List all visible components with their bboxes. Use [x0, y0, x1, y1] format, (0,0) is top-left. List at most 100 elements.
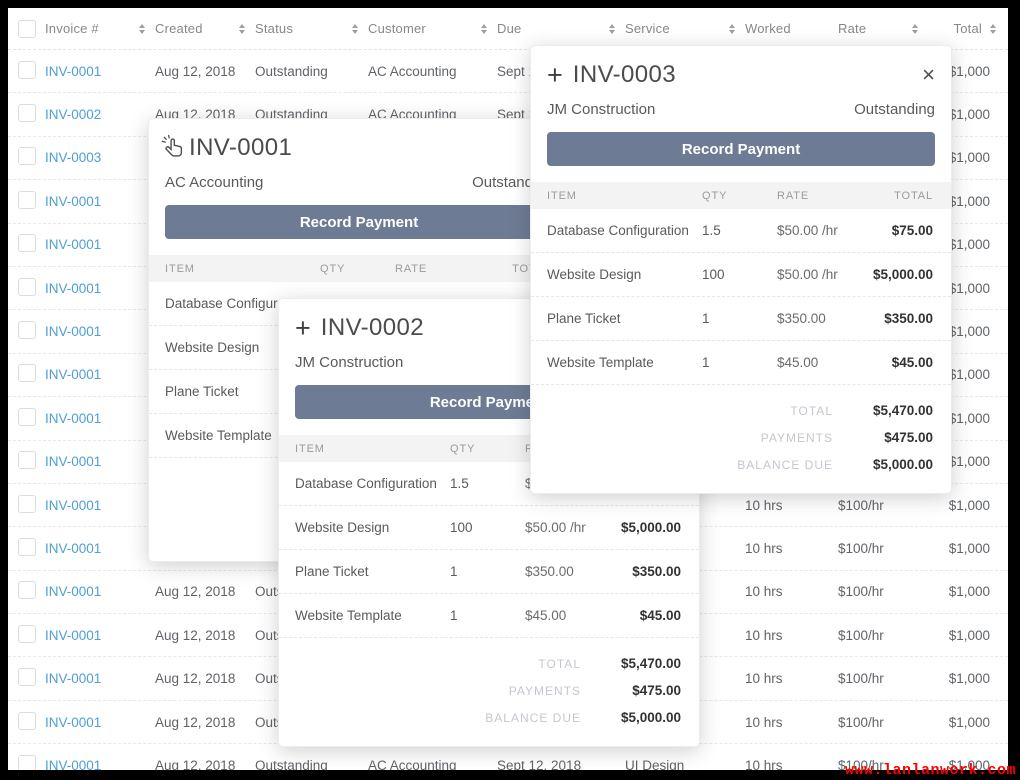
items-header-item: ITEM: [295, 442, 325, 455]
row-checkbox[interactable]: [18, 60, 36, 79]
row-checkbox[interactable]: [18, 668, 36, 687]
worked-cell: 10 hrs: [745, 671, 783, 687]
invoice-number-link[interactable]: INV-0001: [45, 540, 102, 556]
total-cell: $1,000: [948, 497, 990, 513]
item-total: $350.00: [884, 311, 933, 326]
invoice-number-link[interactable]: INV-0001: [45, 63, 102, 79]
modal-customer: AC Accounting: [165, 174, 264, 191]
item-rate: $50.00 /hr: [525, 520, 586, 535]
invoice-number-link[interactable]: INV-0002: [45, 107, 102, 123]
sort-icon[interactable]: [352, 23, 358, 34]
total-cell: $1,000: [948, 280, 990, 296]
summary-value: $5,470.00: [620, 656, 681, 671]
summary-row: PAYMENTS $475.00: [295, 677, 681, 704]
row-checkbox[interactable]: [18, 754, 36, 770]
modal-customer: JM Construction: [295, 354, 404, 371]
invoice-number-link[interactable]: INV-0001: [45, 237, 102, 253]
invoice-number-link[interactable]: INV-0001: [45, 193, 102, 209]
col-created-label: Created: [155, 21, 203, 36]
row-checkbox[interactable]: [18, 364, 36, 383]
item-total: $350.00: [632, 564, 681, 579]
item-qty: 100: [702, 267, 725, 282]
invoice-item-row: Website Template 1 $45.00 $45.00: [279, 594, 699, 638]
row-checkbox[interactable]: [18, 624, 36, 643]
row-checkbox[interactable]: [18, 407, 36, 426]
row-checkbox[interactable]: [18, 321, 36, 340]
total-cell: $1,000: [948, 454, 990, 470]
item-rate: $45.00: [525, 608, 567, 623]
row-checkbox[interactable]: [18, 190, 36, 209]
worked-cell: 10 hrs: [745, 714, 783, 730]
invoice-number-link[interactable]: INV-0001: [45, 367, 102, 383]
invoice-items-list: Database Configuration 1.5 $50.00 /hr $7…: [531, 209, 951, 385]
invoice-number-link[interactable]: INV-0001: [45, 497, 102, 513]
rate-cell: $100/hr: [838, 671, 884, 687]
row-checkbox[interactable]: [18, 147, 36, 166]
item-name: Website Design: [165, 340, 260, 355]
invoice-summary: TOTAL $5,470.00 PAYMENTS $475.00 BALANCE…: [531, 385, 951, 478]
close-icon[interactable]: ×: [922, 62, 935, 87]
invoice-number-link[interactable]: INV-0001: [45, 324, 102, 340]
sort-icon[interactable]: [729, 23, 735, 34]
sort-icon[interactable]: [239, 23, 245, 34]
item-name: Website Template: [295, 608, 402, 623]
total-cell: $1,000: [948, 107, 990, 123]
row-checkbox[interactable]: [18, 451, 36, 470]
items-header-total: TOTAL: [894, 189, 933, 202]
summary-value: $475.00: [884, 430, 933, 445]
row-checkbox[interactable]: [18, 104, 36, 123]
worked-cell: 10 hrs: [745, 540, 783, 556]
row-checkbox[interactable]: [18, 581, 36, 600]
modal-title: INV-0001: [189, 134, 293, 161]
total-cell: $1,000: [948, 324, 990, 340]
modal-customer: JM Construction: [547, 101, 656, 118]
invoice-number-link[interactable]: INV-0001: [45, 280, 102, 296]
item-qty: 100: [450, 520, 473, 535]
total-cell: $1,000: [948, 150, 990, 166]
invoice-number-link[interactable]: INV-0001: [45, 757, 102, 770]
total-cell: $1,000: [948, 714, 990, 730]
rate-cell: $100/hr: [838, 540, 884, 556]
invoice-number-link[interactable]: INV-0001: [45, 454, 102, 470]
col-status-label: Status: [255, 21, 294, 36]
items-header-item: ITEM: [165, 262, 195, 275]
select-all-checkbox[interactable]: [18, 19, 36, 38]
created-cell: Aug 12, 2018: [155, 63, 236, 79]
invoice-number-link[interactable]: INV-0001: [45, 410, 102, 426]
summary-label: BALANCE DUE: [485, 710, 581, 725]
col-customer-label: Customer: [368, 21, 426, 36]
row-checkbox[interactable]: [18, 234, 36, 253]
sort-icon[interactable]: [139, 23, 145, 34]
record-payment-button[interactable]: Record Payment: [165, 205, 553, 239]
items-header-rate: RATE: [395, 262, 428, 275]
sort-icon[interactable]: [481, 23, 487, 34]
invoice-number-link[interactable]: INV-0001: [45, 584, 102, 600]
invoice-number-link[interactable]: INV-0001: [45, 671, 102, 687]
sort-icon[interactable]: [609, 23, 615, 34]
invoice-number-link[interactable]: INV-0003: [45, 150, 102, 166]
items-header-rate: RATE: [777, 189, 810, 202]
item-total: $5,000.00: [620, 520, 681, 535]
worked-cell: 10 hrs: [745, 584, 783, 600]
record-payment-button[interactable]: Record Payment: [547, 132, 935, 166]
sort-icon[interactable]: [990, 23, 996, 34]
invoice-number-link[interactable]: INV-0001: [45, 714, 102, 730]
sort-icon[interactable]: [912, 23, 918, 34]
row-checkbox[interactable]: [18, 711, 36, 730]
created-cell: Aug 12, 2018: [155, 757, 236, 770]
summary-row: TOTAL $5,470.00: [547, 397, 933, 424]
item-name: Database Configuration: [547, 223, 689, 238]
invoice-number-link[interactable]: INV-0001: [45, 627, 102, 643]
item-total: $75.00: [891, 223, 933, 238]
watermark-text: www.lanlanwork.com: [844, 762, 1016, 779]
row-checkbox[interactable]: [18, 537, 36, 556]
service-cell: UI Design: [625, 757, 685, 770]
summary-label: PAYMENTS: [760, 430, 833, 445]
row-checkbox[interactable]: [18, 494, 36, 513]
total-cell: $1,000: [948, 671, 990, 687]
item-qty: 1: [450, 608, 458, 623]
rate-cell: $100/hr: [838, 497, 884, 513]
row-checkbox[interactable]: [18, 277, 36, 296]
col-rate-label: Rate: [838, 21, 867, 36]
modal-title: INV-0002: [320, 314, 425, 341]
